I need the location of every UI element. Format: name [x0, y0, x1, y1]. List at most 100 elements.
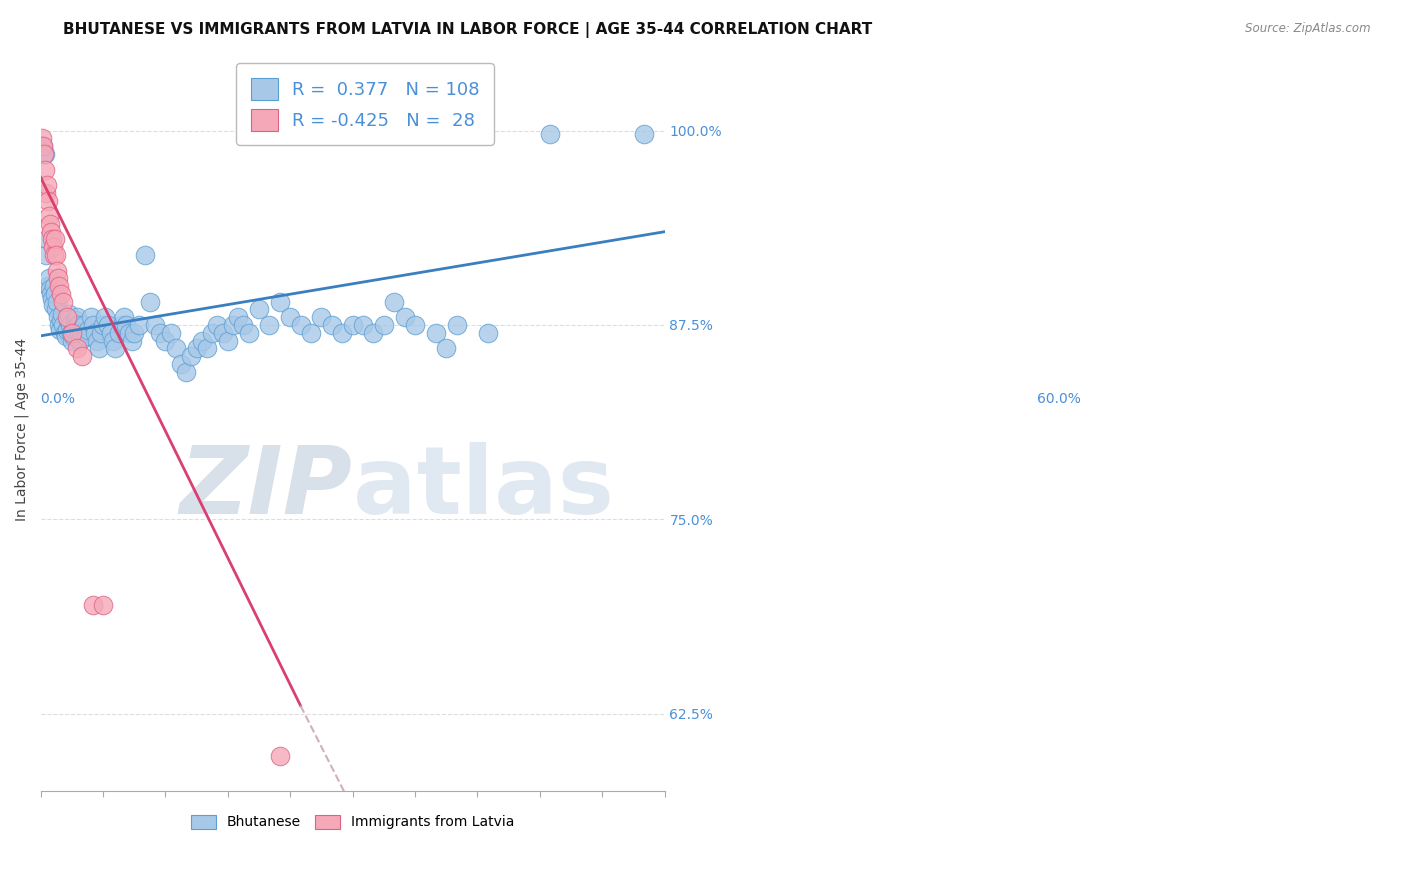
Point: [31, 139, 53, 153]
Point: [42, 279, 65, 293]
Point: [45, 248, 67, 262]
Point: [321, 318, 343, 332]
Point: [39, 217, 62, 231]
Point: [73, 318, 96, 332]
Point: [87, 341, 110, 355]
Point: [299, 326, 322, 340]
Point: [55, 310, 77, 325]
Point: [91, 598, 114, 612]
Point: [290, 318, 312, 332]
Point: [51, 313, 73, 327]
Point: [58, 307, 80, 321]
Point: [278, 310, 301, 325]
Point: [41, 292, 63, 306]
Point: [52, 294, 75, 309]
Point: [39, 225, 62, 239]
Point: [330, 326, 353, 340]
Point: [67, 326, 90, 340]
Text: ZIP: ZIP: [180, 442, 353, 533]
Point: [48, 318, 70, 332]
Point: [42, 298, 65, 312]
Point: [59, 326, 82, 340]
Point: [118, 326, 141, 340]
Point: [174, 365, 197, 379]
Point: [201, 326, 224, 340]
Point: [259, 318, 281, 332]
Point: [34, 147, 56, 161]
Point: [46, 310, 69, 325]
Point: [32, 147, 55, 161]
Point: [191, 334, 214, 348]
Point: [159, 326, 181, 340]
Point: [122, 326, 145, 340]
Point: [38, 271, 60, 285]
Point: [170, 357, 193, 371]
Point: [69, 334, 91, 348]
Point: [186, 341, 208, 355]
Point: [538, 127, 561, 141]
Point: [217, 334, 239, 348]
Legend: Bhutanese, Immigrants from Latvia: Bhutanese, Immigrants from Latvia: [186, 809, 520, 835]
Point: [425, 326, 447, 340]
Point: [38, 209, 60, 223]
Point: [45, 302, 67, 317]
Point: [104, 341, 127, 355]
Point: [75, 329, 97, 343]
Point: [53, 326, 76, 340]
Point: [269, 748, 291, 763]
Point: [60, 334, 83, 348]
Point: [55, 323, 77, 337]
Point: [311, 310, 333, 325]
Point: [42, 240, 65, 254]
Point: [180, 349, 202, 363]
Point: [31, 139, 53, 153]
Point: [66, 310, 89, 325]
Point: [155, 334, 177, 348]
Point: [56, 313, 79, 327]
Text: Source: ZipAtlas.com: Source: ZipAtlas.com: [1246, 22, 1371, 36]
Point: [77, 323, 100, 337]
Y-axis label: In Labor Force | Age 35-44: In Labor Force | Age 35-44: [15, 338, 30, 522]
Point: [44, 286, 66, 301]
Point: [139, 294, 162, 309]
Point: [232, 318, 254, 332]
Point: [46, 271, 69, 285]
Point: [269, 294, 291, 309]
Point: [165, 341, 187, 355]
Point: [90, 326, 112, 340]
Point: [352, 318, 374, 332]
Point: [149, 326, 172, 340]
Point: [60, 326, 83, 340]
Text: 60.0%: 60.0%: [1036, 392, 1081, 406]
Point: [31, 131, 53, 145]
Point: [94, 310, 117, 325]
Point: [211, 326, 233, 340]
Point: [195, 341, 218, 355]
Text: atlas: atlas: [353, 442, 613, 533]
Point: [46, 294, 69, 309]
Point: [41, 232, 63, 246]
Point: [143, 318, 166, 332]
Point: [373, 318, 395, 332]
Point: [51, 286, 73, 301]
Point: [247, 302, 270, 317]
Point: [404, 318, 426, 332]
Point: [51, 307, 73, 321]
Point: [82, 598, 104, 612]
Point: [238, 326, 260, 340]
Point: [37, 279, 59, 293]
Point: [70, 326, 93, 340]
Point: [434, 341, 457, 355]
Point: [35, 178, 58, 193]
Point: [66, 341, 89, 355]
Point: [363, 326, 385, 340]
Point: [48, 279, 70, 293]
Point: [477, 326, 499, 340]
Point: [39, 282, 62, 296]
Point: [32, 147, 55, 161]
Point: [79, 310, 101, 325]
Point: [107, 326, 129, 340]
Point: [42, 248, 65, 262]
Point: [39, 286, 62, 301]
Text: BHUTANESE VS IMMIGRANTS FROM LATVIA IN LABOR FORCE | AGE 35-44 CORRELATION CHART: BHUTANESE VS IMMIGRANTS FROM LATVIA IN L…: [63, 22, 873, 38]
